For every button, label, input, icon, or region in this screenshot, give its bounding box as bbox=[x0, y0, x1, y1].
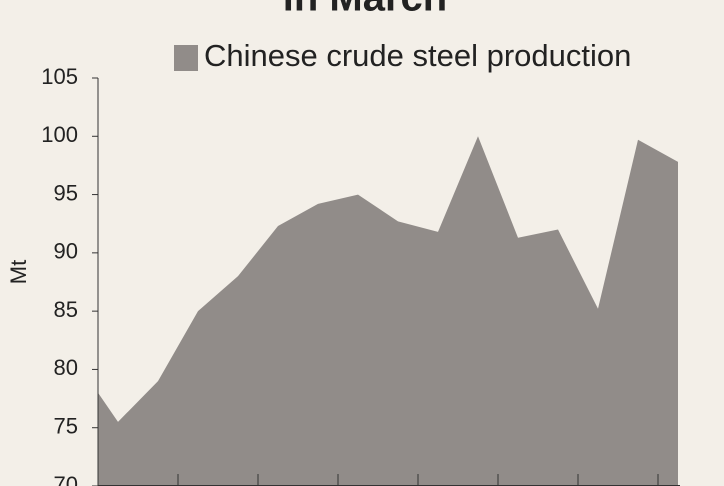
chart-title: in March bbox=[283, 0, 447, 20]
legend-swatch bbox=[174, 45, 198, 71]
y-tick-label: 85 bbox=[54, 297, 78, 322]
y-tick-label: 80 bbox=[54, 355, 78, 380]
area bbox=[98, 136, 678, 486]
y-tick-label: 100 bbox=[41, 122, 78, 147]
y-tick-label: 105 bbox=[41, 64, 78, 89]
y-axis-label: Mt bbox=[6, 260, 31, 284]
y-tick-label: 70 bbox=[54, 472, 78, 486]
y-tick-label: 75 bbox=[54, 414, 78, 439]
legend-label: Chinese crude steel production bbox=[204, 38, 631, 73]
y-tick-label: 95 bbox=[54, 180, 78, 205]
y-tick-label: 90 bbox=[54, 239, 78, 264]
